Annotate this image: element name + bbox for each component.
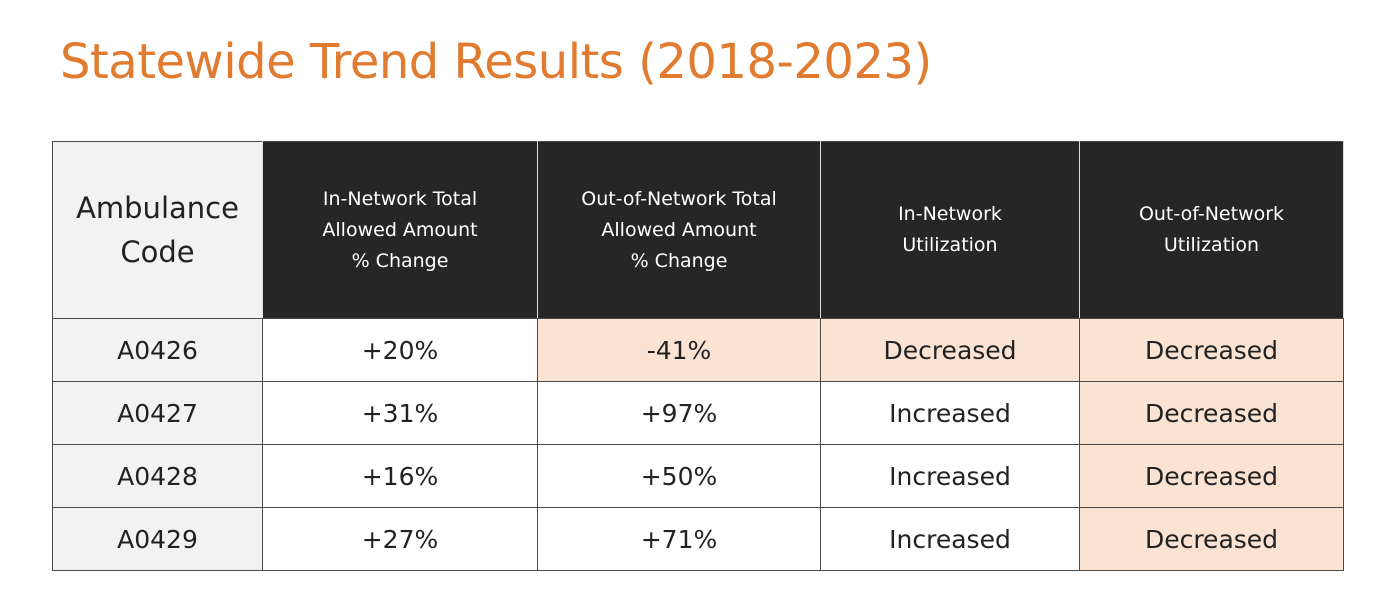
cell: Increased	[820, 507, 1080, 571]
cell: -41%	[537, 318, 821, 382]
cell: +97%	[537, 381, 821, 445]
cell: Decreased	[1079, 318, 1344, 382]
cell: +50%	[537, 444, 821, 508]
header-cell: In-Network Total Allowed Amount % Change	[262, 141, 538, 319]
row: A0426 +20% -41% Decreased Decreased	[52, 318, 1344, 382]
row: A0427 +31% +97% Increased Decreased	[52, 381, 1344, 445]
row: A0429 +27% +71% Increased Decreased	[52, 507, 1344, 571]
cell: Decreased	[1079, 444, 1344, 508]
code-cell: A0427	[52, 381, 263, 445]
cell: +31%	[262, 381, 538, 445]
cell: Decreased	[820, 318, 1080, 382]
cell: Increased	[820, 444, 1080, 508]
row: A0428 +16% +50% Increased Decreased	[52, 444, 1344, 508]
cell: Decreased	[1079, 381, 1344, 445]
cell: +20%	[262, 318, 538, 382]
code-cell: A0428	[52, 444, 263, 508]
header-row: Ambulance Code In-Network Total Allowed …	[52, 141, 1344, 319]
cell: +16%	[262, 444, 538, 508]
header-cell: Ambulance Code	[52, 141, 263, 319]
page-title: Statewide Trend Results (2018-2023)	[60, 34, 932, 90]
cell: Increased	[820, 381, 1080, 445]
header-cell: Out-of-Network Utilization	[1079, 141, 1344, 319]
header-cell: Out-of-Network Total Allowed Amount % Ch…	[537, 141, 821, 319]
trend-table: Ambulance Code In-Network Total Allowed …	[52, 141, 1344, 571]
header-cell: In-Network Utilization	[820, 141, 1080, 319]
code-cell: A0429	[52, 507, 263, 571]
cell: Decreased	[1079, 507, 1344, 571]
cell: +27%	[262, 507, 538, 571]
code-cell: A0426	[52, 318, 263, 382]
cell: +71%	[537, 507, 821, 571]
